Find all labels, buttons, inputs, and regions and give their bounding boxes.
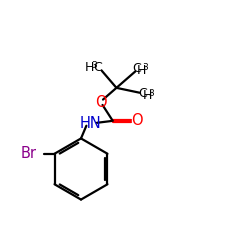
Text: H: H <box>85 61 94 74</box>
Text: Br: Br <box>20 146 36 161</box>
Text: 3: 3 <box>91 60 97 70</box>
Text: O: O <box>95 95 106 110</box>
Text: H: H <box>136 64 146 77</box>
Text: O: O <box>131 113 142 128</box>
Text: C: C <box>132 62 141 75</box>
Text: H: H <box>143 90 152 102</box>
Text: HN: HN <box>80 116 102 131</box>
Text: C: C <box>138 88 147 101</box>
Text: 3: 3 <box>142 63 148 72</box>
Text: C: C <box>94 61 102 74</box>
Text: 3: 3 <box>148 88 154 98</box>
